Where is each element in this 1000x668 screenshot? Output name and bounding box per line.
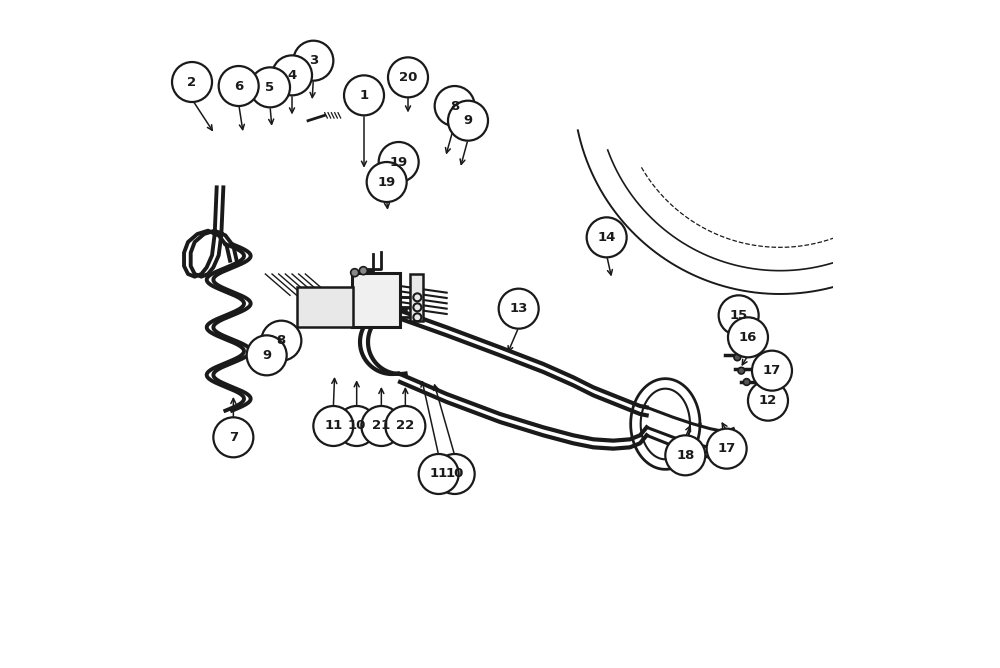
Circle shape (351, 269, 359, 277)
Circle shape (359, 267, 367, 275)
Circle shape (499, 289, 539, 329)
Circle shape (261, 321, 301, 361)
Text: 22: 22 (396, 420, 414, 432)
Circle shape (361, 406, 401, 446)
Circle shape (587, 217, 627, 257)
Bar (352, 273, 400, 327)
Text: 20: 20 (399, 71, 417, 84)
Circle shape (748, 381, 788, 421)
Circle shape (743, 379, 750, 385)
Text: 1: 1 (359, 89, 369, 102)
Circle shape (213, 418, 253, 458)
Text: 5: 5 (265, 81, 275, 94)
Circle shape (752, 351, 792, 391)
Circle shape (313, 406, 353, 446)
Text: 19: 19 (378, 176, 396, 188)
Text: 11: 11 (430, 468, 448, 480)
Text: 8: 8 (450, 100, 459, 112)
Text: 4: 4 (287, 69, 297, 82)
Circle shape (719, 295, 759, 335)
Circle shape (707, 429, 747, 469)
Text: 18: 18 (676, 449, 695, 462)
Circle shape (272, 55, 312, 96)
Circle shape (435, 454, 475, 494)
Circle shape (219, 66, 259, 106)
Text: 7: 7 (229, 431, 238, 444)
Circle shape (435, 86, 475, 126)
Text: 16: 16 (739, 331, 757, 344)
Bar (297, 287, 353, 327)
Circle shape (379, 142, 419, 182)
Text: 14: 14 (597, 231, 616, 244)
Text: 9: 9 (262, 349, 271, 362)
Text: 11: 11 (324, 420, 342, 432)
Text: 2: 2 (187, 75, 197, 89)
Circle shape (385, 406, 425, 446)
Circle shape (250, 67, 290, 108)
Text: 13: 13 (509, 302, 528, 315)
Text: 8: 8 (277, 334, 286, 347)
Circle shape (734, 354, 741, 361)
Text: 19: 19 (390, 156, 408, 168)
Bar (410, 274, 423, 321)
Text: 17: 17 (718, 442, 736, 455)
Circle shape (419, 454, 459, 494)
Circle shape (337, 406, 377, 446)
Circle shape (388, 57, 428, 98)
Circle shape (448, 101, 488, 141)
Circle shape (293, 41, 333, 81)
Circle shape (247, 335, 287, 375)
Text: 21: 21 (372, 420, 390, 432)
Circle shape (367, 162, 407, 202)
Text: 9: 9 (463, 114, 473, 127)
Circle shape (728, 317, 768, 357)
Text: 12: 12 (759, 394, 777, 407)
Circle shape (344, 75, 384, 116)
Circle shape (665, 436, 705, 476)
Circle shape (738, 367, 745, 374)
Text: 6: 6 (234, 79, 243, 93)
Text: 10: 10 (445, 468, 464, 480)
Text: 3: 3 (309, 54, 318, 67)
Text: 10: 10 (347, 420, 366, 432)
Text: 17: 17 (763, 364, 781, 377)
Circle shape (172, 62, 212, 102)
Text: 15: 15 (730, 309, 748, 322)
